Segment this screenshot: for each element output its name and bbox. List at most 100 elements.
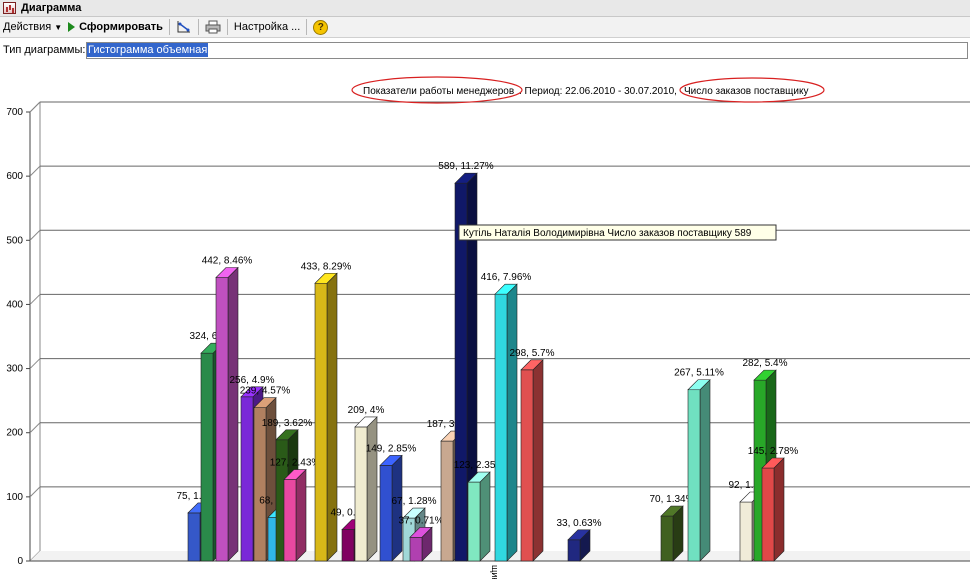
y-tick-label: 0	[17, 556, 23, 567]
bar-side	[295, 468, 307, 562]
bar-value-label: 145, 2.78%	[748, 446, 799, 457]
bar-value-label: 149, 2.85%	[366, 443, 417, 454]
bar-value-label: 127, 2.43%	[270, 458, 321, 469]
bar-14[interactable]: 37, 0.71%	[398, 515, 444, 562]
bar-value-label: 589, 11.27%	[438, 161, 494, 172]
bar-top	[761, 457, 785, 469]
tooltip-box	[458, 224, 777, 241]
bar-value-label: 239, 4.57%	[240, 386, 291, 397]
y-tick-label: 600	[6, 171, 23, 182]
highlight-ellipse-orders	[679, 77, 825, 103]
bar-side	[479, 471, 491, 562]
generate-button-label: Сформировать	[79, 21, 163, 33]
bar-value-label: 49, 0.94%	[330, 508, 375, 519]
bar-20[interactable]: 33, 0.63%	[556, 518, 602, 562]
bar-front	[761, 467, 775, 562]
bar-side	[227, 266, 239, 562]
bar-top	[253, 397, 277, 408]
bar-front	[314, 282, 328, 562]
bar-16[interactable]: 589, 11.27%	[438, 161, 494, 562]
bar-front	[283, 479, 297, 562]
bar-front	[341, 529, 355, 562]
bar-value-label: 324, 6.2%	[189, 331, 234, 342]
bar-top	[520, 359, 544, 371]
bar-value-label: 67, 1.28%	[391, 496, 436, 507]
bar-top	[753, 369, 777, 381]
chart-header-part1: Показатели работы менеджеров	[363, 85, 514, 97]
bar-value-label: 442, 8.46%	[202, 255, 253, 266]
printer-icon	[205, 20, 221, 34]
bar-value-label: 75, 1.44%	[176, 491, 221, 502]
toolbar-separator	[306, 19, 308, 35]
help-button[interactable]: ?	[310, 18, 331, 36]
caret-down-icon: ▼	[54, 22, 63, 32]
chart-area: 0 100 200 300 400 500 600 700 75, 1.44% 324, 6.2…	[0, 62, 970, 582]
bar-value-label: 37, 0.71%	[398, 515, 443, 526]
settings-button-label: Настройка ...	[233, 21, 301, 33]
bar-top	[354, 416, 378, 428]
bar-top	[275, 429, 299, 441]
bar-top	[454, 172, 478, 184]
bar-21[interactable]: 70, 1.34%	[649, 494, 695, 562]
grid-line-diagonal	[29, 358, 41, 369]
bar-front	[253, 407, 267, 562]
y-tick-label: 300	[6, 364, 23, 375]
y-tick-label: 400	[6, 299, 23, 310]
bar-8[interactable]: 127, 2.43%	[270, 458, 321, 562]
bar-value-label: 92, 1.76%	[728, 480, 773, 491]
bar-top	[409, 526, 433, 538]
chart-type-field[interactable]: Гистограмма объемная	[86, 42, 968, 59]
bar-top	[379, 455, 403, 466]
bar-value-label: 33, 0.63%	[556, 518, 601, 529]
bar-value-label: 298, 5.7%	[509, 348, 554, 359]
toolbar-separator	[197, 19, 199, 35]
bar-value-label: 189, 3.62%	[262, 418, 313, 429]
bar-value-label: 416, 7.96%	[481, 272, 532, 283]
print-button[interactable]	[202, 18, 224, 36]
bar-9[interactable]: 433, 8.29%	[301, 261, 352, 562]
bar-side	[506, 283, 518, 562]
bar-18[interactable]: 416, 7.96%	[481, 272, 532, 562]
chart-type-label: Тип диаграммы:	[3, 44, 86, 56]
actions-menu-label: Действия	[3, 21, 52, 33]
bar-top	[215, 267, 239, 278]
chart-axis-icon	[176, 20, 192, 34]
grid-line-diagonal	[29, 229, 41, 241]
actions-menu-button[interactable]: Действия ▼	[0, 18, 65, 36]
highlight-ellipse-managers	[351, 76, 523, 104]
bar-11[interactable]: 209, 4%	[348, 405, 385, 562]
grid-line-diagonal	[29, 422, 41, 434]
settings-button[interactable]: Настройка ...	[231, 18, 303, 36]
help-icon: ?	[313, 19, 329, 35]
bar-front	[520, 369, 534, 562]
chart-type-row: Тип диаграммы: Гистограмма объемная	[0, 40, 970, 60]
bar-side	[391, 454, 403, 562]
grid-line-diagonal	[29, 165, 41, 177]
bar-front	[409, 536, 423, 562]
axis-settings-button[interactable]	[173, 18, 195, 36]
bar-22[interactable]: 267, 5.11%	[674, 368, 724, 562]
bar-17[interactable]: 123, 2.35%	[454, 460, 505, 562]
bar-top	[402, 507, 426, 519]
toolbar: Действия ▼ Сформировать Настройка ...	[0, 17, 970, 38]
tooltip-text: Кутiль Наталiя Володимирiвна Число заказ…	[463, 228, 752, 239]
bar-value-label: 267, 5.11%	[674, 368, 724, 379]
bar-top	[494, 283, 518, 295]
bar-front	[440, 440, 454, 562]
bar-25[interactable]: 145, 2.78%	[748, 446, 799, 562]
generate-button[interactable]: Сформировать	[65, 18, 166, 36]
y-tick-label: 200	[6, 428, 23, 439]
toolbar-separator	[168, 19, 170, 35]
bar-3[interactable]: 442, 8.46%	[202, 255, 253, 562]
bar-19[interactable]: 298, 5.7%	[509, 348, 555, 562]
bar-top	[240, 386, 264, 398]
y-tick-label: 700	[6, 107, 23, 118]
play-icon	[68, 22, 76, 32]
bar-front	[379, 465, 393, 562]
bar-12[interactable]: 149, 2.85%	[366, 443, 417, 562]
bar-front	[687, 389, 701, 562]
bar-side	[532, 359, 544, 562]
bar-top	[687, 379, 711, 391]
window-title: Диаграмма	[21, 2, 82, 14]
bar-front	[215, 277, 229, 562]
